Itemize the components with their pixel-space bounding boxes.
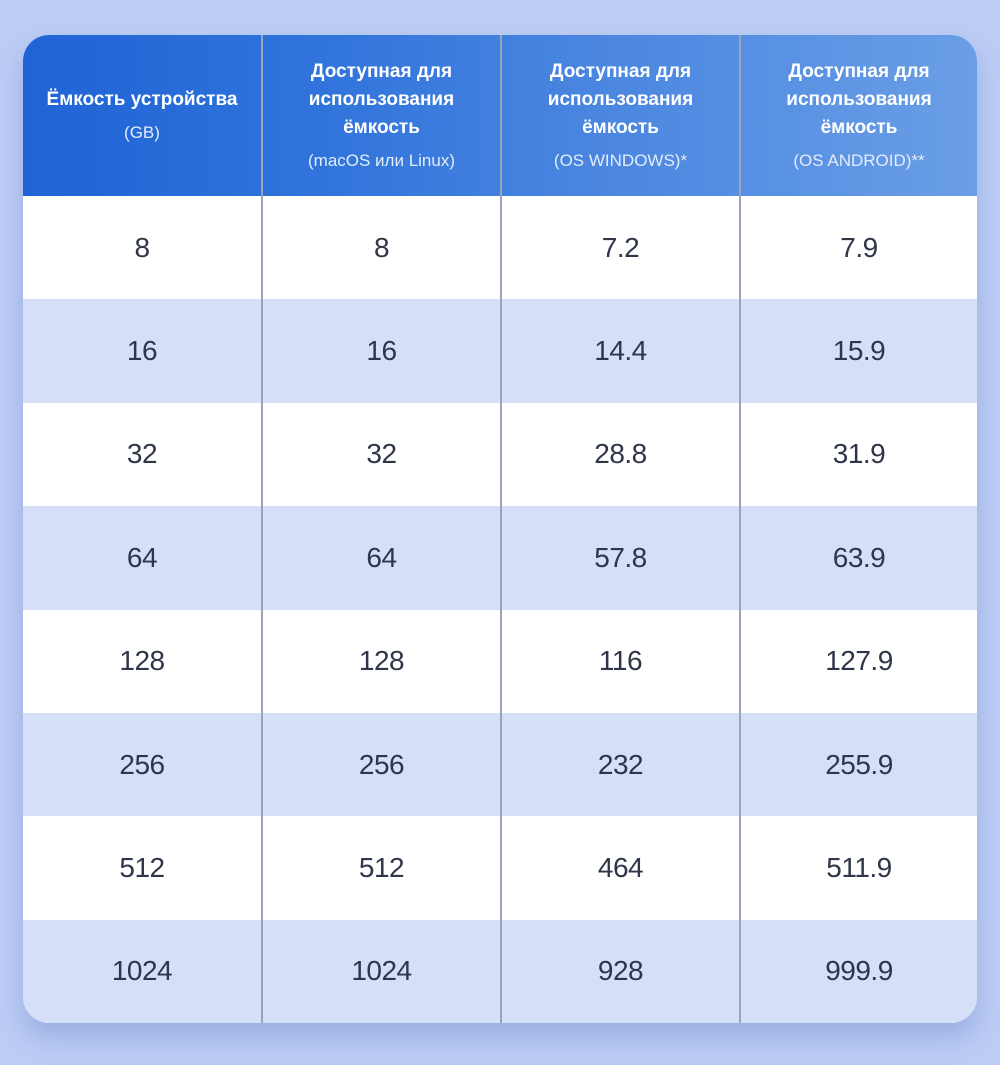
cell-windows: 57.8 <box>500 506 740 610</box>
header-macos-linux: Доступная для использования ёмкость (mac… <box>261 35 501 196</box>
header-subtitle: (OS ANDROID)** <box>793 150 925 170</box>
cell-android: 511.9 <box>739 816 977 920</box>
cell-device-capacity: 256 <box>119 748 165 780</box>
cell-macos-linux: 64 <box>261 506 501 610</box>
header-row: Ёмкость устройства (GB) Доступная для ис… <box>23 35 977 196</box>
cell-android: 63.9 <box>739 506 977 610</box>
header-title: Доступная для использования ёмкость <box>547 60 694 138</box>
cell-android: 127.9 <box>739 609 977 713</box>
cell-android: 31.9 <box>739 402 977 507</box>
cell-windows: 7.2 <box>500 196 740 300</box>
header-windows: Доступная для использования ёмкость (OS … <box>500 35 740 196</box>
header-title: Ёмкость устройства <box>46 88 238 110</box>
header-subtitle: (macOS или Linux) <box>308 150 455 170</box>
table-row: 32 32 28.8 31.9 <box>23 402 977 507</box>
table-body: 8 8 7.2 7.9 16 16 14.4 15.9 32 32 28.8 3… <box>23 196 977 1023</box>
cell-windows: 28.8 <box>500 402 740 507</box>
cell-macos-linux: 16 <box>261 299 501 403</box>
header-subtitle: (OS WINDOWS)* <box>553 150 688 170</box>
cell-device-capacity: 32 <box>126 438 158 470</box>
header-subtitle: (GB) <box>124 122 160 142</box>
cell-macos-linux: 256 <box>261 712 501 817</box>
cell-android: 255.9 <box>739 712 977 817</box>
cell-device-capacity: 16 <box>126 335 158 367</box>
cell-macos-linux: 128 <box>261 609 501 713</box>
cell-windows: 14.4 <box>500 299 740 403</box>
table-header: Ёмкость устройства (GB) Доступная для ис… <box>23 35 977 196</box>
header-device-capacity: Ёмкость устройства (GB) <box>23 35 262 196</box>
cell-windows: 232 <box>500 712 740 817</box>
header-title: Доступная для использования ёмкость <box>786 60 932 138</box>
cell-android: 15.9 <box>739 299 977 403</box>
cell-device-capacity: 64 <box>126 541 158 573</box>
cell-device-capacity: 512 <box>119 852 165 884</box>
storage-capacity-table: Ёмкость устройства (GB) Доступная для ис… <box>23 35 977 1023</box>
storage-capacity-table-card: Ёмкость устройства (GB) Доступная для ис… <box>23 35 977 1023</box>
cell-macos-linux: 512 <box>261 816 501 920</box>
table-row: 256 256 232 255.9 <box>23 712 977 817</box>
cell-macos-linux: 32 <box>261 402 501 507</box>
cell-device-capacity: 8 <box>134 231 150 263</box>
cell-android: 7.9 <box>739 196 977 300</box>
cell-macos-linux: 8 <box>261 196 501 300</box>
header-android: Доступная для использования ёмкость (OS … <box>739 35 977 196</box>
cell-device-capacity: 128 <box>119 645 165 677</box>
table-row: 16 16 14.4 15.9 <box>23 299 977 403</box>
table-row: 64 64 57.8 63.9 <box>23 506 977 610</box>
cell-windows: 464 <box>500 816 740 920</box>
cell-macos-linux: 1024 <box>261 919 501 1023</box>
header-title: Доступная для использования ёмкость <box>308 60 455 138</box>
cell-windows: 116 <box>500 609 740 713</box>
cell-device-capacity: 1024 <box>111 955 173 987</box>
table-row: 8 8 7.2 7.9 <box>23 196 977 300</box>
cell-android: 999.9 <box>739 919 977 1023</box>
cell-windows: 928 <box>500 919 740 1023</box>
table-row: 128 128 116 127.9 <box>23 609 977 713</box>
table-row: 1024 1024 928 999.9 <box>23 919 977 1023</box>
table-row: 512 512 464 511.9 <box>23 816 977 920</box>
